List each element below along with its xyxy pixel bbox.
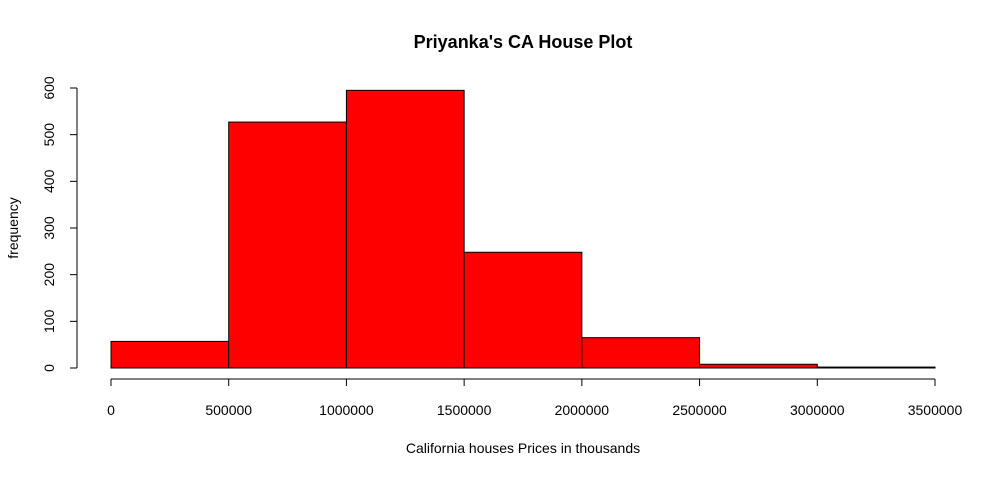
y-axis: 0 100 200 300 400 500 600 xyxy=(41,76,78,372)
y-tick-label: 400 xyxy=(41,169,57,193)
y-tick-label: 600 xyxy=(41,76,57,100)
histogram-bar xyxy=(110,340,230,369)
y-tick-label: 500 xyxy=(41,123,57,147)
chart-title: Priyanka's CA House Plot xyxy=(414,32,633,52)
x-tick-label: 3500000 xyxy=(908,402,963,418)
x-tick-label: 3000000 xyxy=(790,402,845,418)
x-tick-label: 1500000 xyxy=(437,402,492,418)
y-tick-label: 200 xyxy=(41,263,57,287)
x-tick-label: 0 xyxy=(107,402,115,418)
histogram-bar xyxy=(345,89,465,369)
y-tick-label: 300 xyxy=(41,216,57,240)
histogram-bar xyxy=(699,363,818,369)
histogram-bar xyxy=(581,337,701,369)
x-tick-label: 2000000 xyxy=(555,402,610,418)
x-tick-label: 1000000 xyxy=(319,402,374,418)
y-tick-label: 100 xyxy=(41,309,57,333)
histogram-bar xyxy=(816,366,936,369)
x-tick-label: 2500000 xyxy=(672,402,727,418)
y-tick-label: 0 xyxy=(41,364,57,372)
histogram-bar xyxy=(228,121,347,369)
histogram-bar xyxy=(463,251,583,369)
bars-group xyxy=(110,89,936,369)
y-axis-label: frequency xyxy=(5,197,21,258)
x-tick-label: 500000 xyxy=(205,402,252,418)
x-axis: 0 500000 1000000 1500000 2000000 2500000 30000… xyxy=(107,378,963,418)
x-axis-label: California houses Prices in thousands xyxy=(406,440,640,456)
